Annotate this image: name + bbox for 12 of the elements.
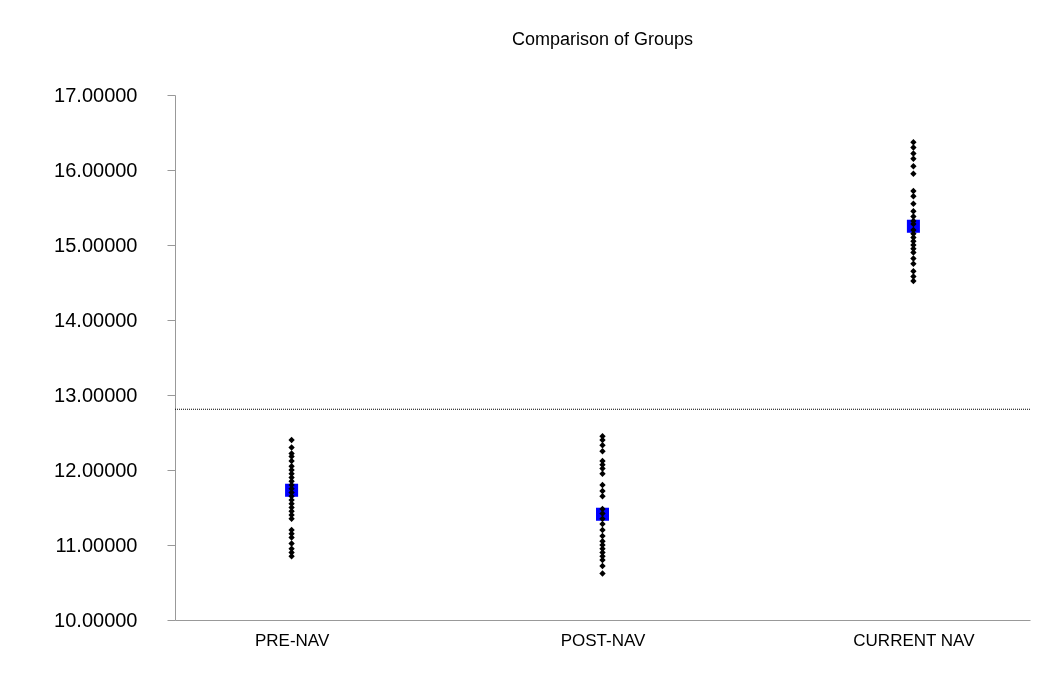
y-tick-label: 17.00000 <box>54 83 138 106</box>
y-tick-label: 11.00000 <box>55 533 138 556</box>
y-tick-label: 13.00000 <box>54 383 138 406</box>
y-tick-label: 15.00000 <box>54 233 138 256</box>
y-tick-label: 14.00000 <box>54 308 138 331</box>
x-tick-label: PRE-NAV <box>254 630 330 650</box>
y-tick-label: 10.00000 <box>54 608 138 631</box>
y-tick-label: 12.00000 <box>54 458 138 481</box>
y-tick-label: 16.00000 <box>54 158 138 181</box>
x-tick-label: CURRENT NAV <box>853 630 976 650</box>
chart-title: Comparison of Groups <box>511 29 694 49</box>
x-tick-label: POST-NAV <box>560 630 647 650</box>
